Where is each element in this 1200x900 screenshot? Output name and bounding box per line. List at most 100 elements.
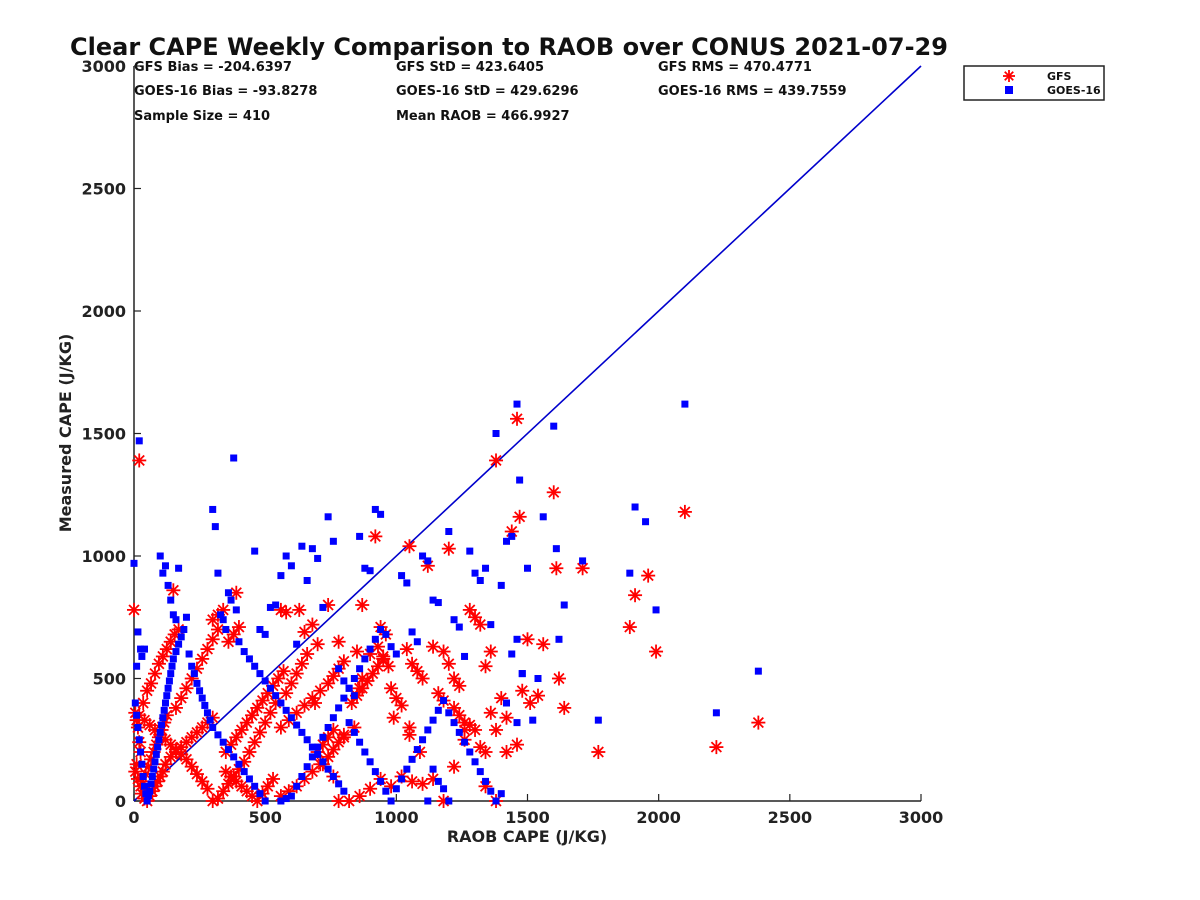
gfs-point — [355, 598, 370, 612]
goes16-point — [190, 670, 198, 678]
goes16-point — [303, 763, 311, 771]
gfs-bias-stat: GFS Bias = -204.6397 — [134, 60, 292, 75]
goes16-point — [150, 765, 158, 773]
y-tick-label: 500 — [93, 670, 126, 689]
gfs-point — [473, 617, 488, 632]
gfs-point — [258, 715, 273, 730]
gfs-point — [415, 671, 430, 686]
goes16-point — [303, 736, 311, 744]
goes16-point — [137, 748, 145, 756]
gfs-point — [231, 620, 246, 635]
gfs-point — [478, 659, 493, 674]
goes16-point — [193, 679, 201, 687]
goes16-point — [298, 728, 306, 736]
gfs-point — [483, 644, 498, 659]
goes16-point — [139, 773, 147, 780]
gfs-point — [245, 708, 260, 723]
gfs-point — [405, 656, 420, 671]
goes16-point — [211, 523, 219, 531]
goes16-point — [356, 665, 364, 673]
goes16-point — [366, 645, 374, 653]
gfs-point — [168, 700, 183, 715]
gfs-point — [136, 696, 151, 710]
goes16-point — [160, 706, 168, 714]
goes16-point — [277, 797, 285, 805]
goes16-point — [429, 716, 437, 724]
goes16-point — [169, 655, 177, 663]
goes16-point — [524, 564, 531, 572]
gfs-point — [184, 759, 199, 774]
goes16-point — [175, 640, 183, 648]
gfs-point — [276, 664, 291, 679]
goes16-point — [282, 552, 290, 560]
x-tick-label: 3000 — [899, 808, 944, 827]
x-tick-label: 1500 — [505, 808, 550, 827]
gfs-point — [436, 644, 451, 659]
goes16-point — [154, 743, 162, 751]
gfs-point — [226, 627, 241, 642]
goes16-point — [156, 552, 164, 560]
goes16-point — [434, 599, 442, 607]
goes16-point — [251, 547, 259, 555]
goes16-point — [222, 626, 230, 633]
goes16-point — [147, 780, 155, 788]
goes16-point — [366, 567, 374, 575]
goes16-point — [152, 750, 160, 758]
gfs-point — [557, 700, 572, 715]
gfs-point — [530, 688, 545, 703]
gfs-point — [352, 789, 367, 804]
goes16-point — [345, 719, 353, 727]
gfs-point — [365, 666, 380, 681]
goes16-point — [513, 719, 521, 727]
gfs-point — [402, 720, 417, 735]
x-axis-label: RAOB CAPE (J/KG) — [447, 827, 607, 846]
goes16-point — [266, 684, 274, 692]
goes16-point — [287, 562, 295, 570]
goes16-point — [185, 650, 193, 658]
goes16-point — [164, 581, 172, 589]
goes16-point — [681, 400, 689, 408]
goes16-point — [177, 633, 185, 641]
goes16-point — [140, 645, 148, 653]
gfs-point — [210, 622, 225, 637]
goes16-point — [167, 670, 175, 678]
goes16-point — [272, 692, 280, 700]
gfs-point — [308, 696, 323, 710]
gfs-point — [489, 453, 504, 468]
goes16-point — [335, 780, 343, 788]
gfs-point — [441, 541, 456, 556]
goes16-point — [335, 704, 343, 712]
gfs-point — [310, 637, 325, 652]
goes16-point — [287, 714, 295, 722]
goes16-point — [159, 714, 167, 722]
gfs-point — [189, 767, 204, 782]
gfs-point — [279, 605, 294, 620]
goes16-point — [180, 626, 188, 633]
goes16-point — [461, 738, 469, 746]
gfs-point — [515, 683, 530, 698]
goes16-point — [382, 630, 390, 638]
goes16-point — [308, 753, 316, 761]
mean-raob-stat: Mean RAOB = 466.9927 — [396, 109, 570, 124]
legend-goes-marker — [1005, 86, 1013, 94]
gfs-point — [641, 568, 656, 583]
goes16-point — [466, 748, 474, 756]
goes16-point — [256, 790, 264, 798]
gfs-point — [159, 642, 174, 657]
goes16-point — [508, 650, 516, 658]
goes16-point — [209, 505, 217, 513]
goes16-point — [503, 537, 511, 545]
goes16-point — [560, 601, 568, 609]
goes16-point — [206, 716, 214, 724]
goes16-point — [131, 699, 139, 707]
gfs-point — [151, 656, 166, 671]
goes16-point — [419, 736, 427, 744]
goes16-point — [492, 797, 500, 805]
gfs-point — [512, 509, 527, 524]
gfs-point — [468, 610, 483, 625]
gfs-point — [250, 700, 265, 715]
goes16-point — [272, 601, 280, 609]
goes16-point — [143, 797, 151, 805]
goes16-point — [324, 765, 332, 773]
gfs-point — [252, 725, 267, 740]
